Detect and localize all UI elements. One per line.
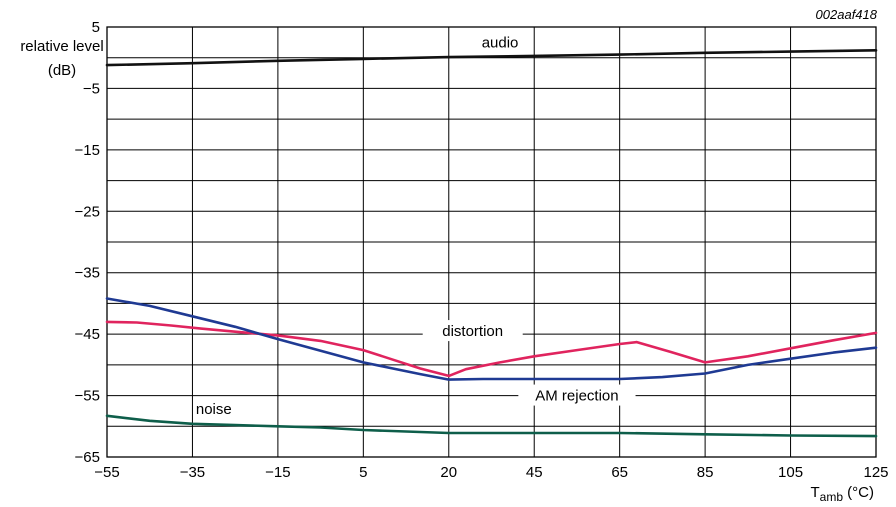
x-tick-label: 105 [778,464,803,481]
x-axis-tick-labels: −55 −35 −15 5 20 45 65 85 105 125 [94,464,888,481]
y-tick-label: −65 [75,449,100,466]
x-tick-label: 20 [440,464,457,481]
series-labels: audio distortion AM rejection noise [196,34,636,418]
series-lines [105,48,878,438]
y-tick-label: −45 [75,326,100,343]
x-axis-label-main: T [810,484,819,501]
x-axis-label-subscript: amb [820,490,844,504]
x-tick-label: −55 [94,464,119,481]
series-label-distortion: distortion [442,323,503,340]
series-line-audio [105,48,878,67]
y-axis-label-line-1: relative level [20,38,103,55]
x-tick-label: 125 [863,464,888,481]
y-tick-label: −25 [75,203,100,220]
series-label-audio: audio [482,34,519,51]
y-tick-label: −5 [83,80,100,97]
series-line-distortion [105,320,878,378]
series-label-bg-am-rejection [518,384,636,406]
y-tick-label: −15 [75,142,100,159]
x-tick-label: −35 [180,464,205,481]
plot-frame [106,26,877,458]
x-tick-label: 5 [359,464,367,481]
y-axis-label-line-2: (dB) [48,62,76,79]
y-tick-label: −35 [75,265,100,282]
x-axis-label-unit: (°C) [843,484,874,501]
x-tick-label: 85 [697,464,714,481]
x-tick-label: 45 [526,464,543,481]
figure-id: 002aaf418 [816,7,878,22]
x-axis-label: Tamb (°C) [810,484,874,504]
x-tick-label: −15 [265,464,290,481]
y-tick-label: 5 [92,19,100,36]
x-tick-label: 65 [611,464,628,481]
series-line-noise [105,414,878,438]
series-label-noise: noise [196,401,232,418]
series-line-am-rejection [105,297,878,381]
grid [107,27,876,457]
y-axis-tick-labels: 5 −5 −15 −25 −35 −45 −55 −65 [75,19,100,466]
y-tick-label: −55 [75,388,100,405]
series-label-bg-distortion [422,320,523,342]
series-label-am-rejection: AM rejection [535,388,618,405]
